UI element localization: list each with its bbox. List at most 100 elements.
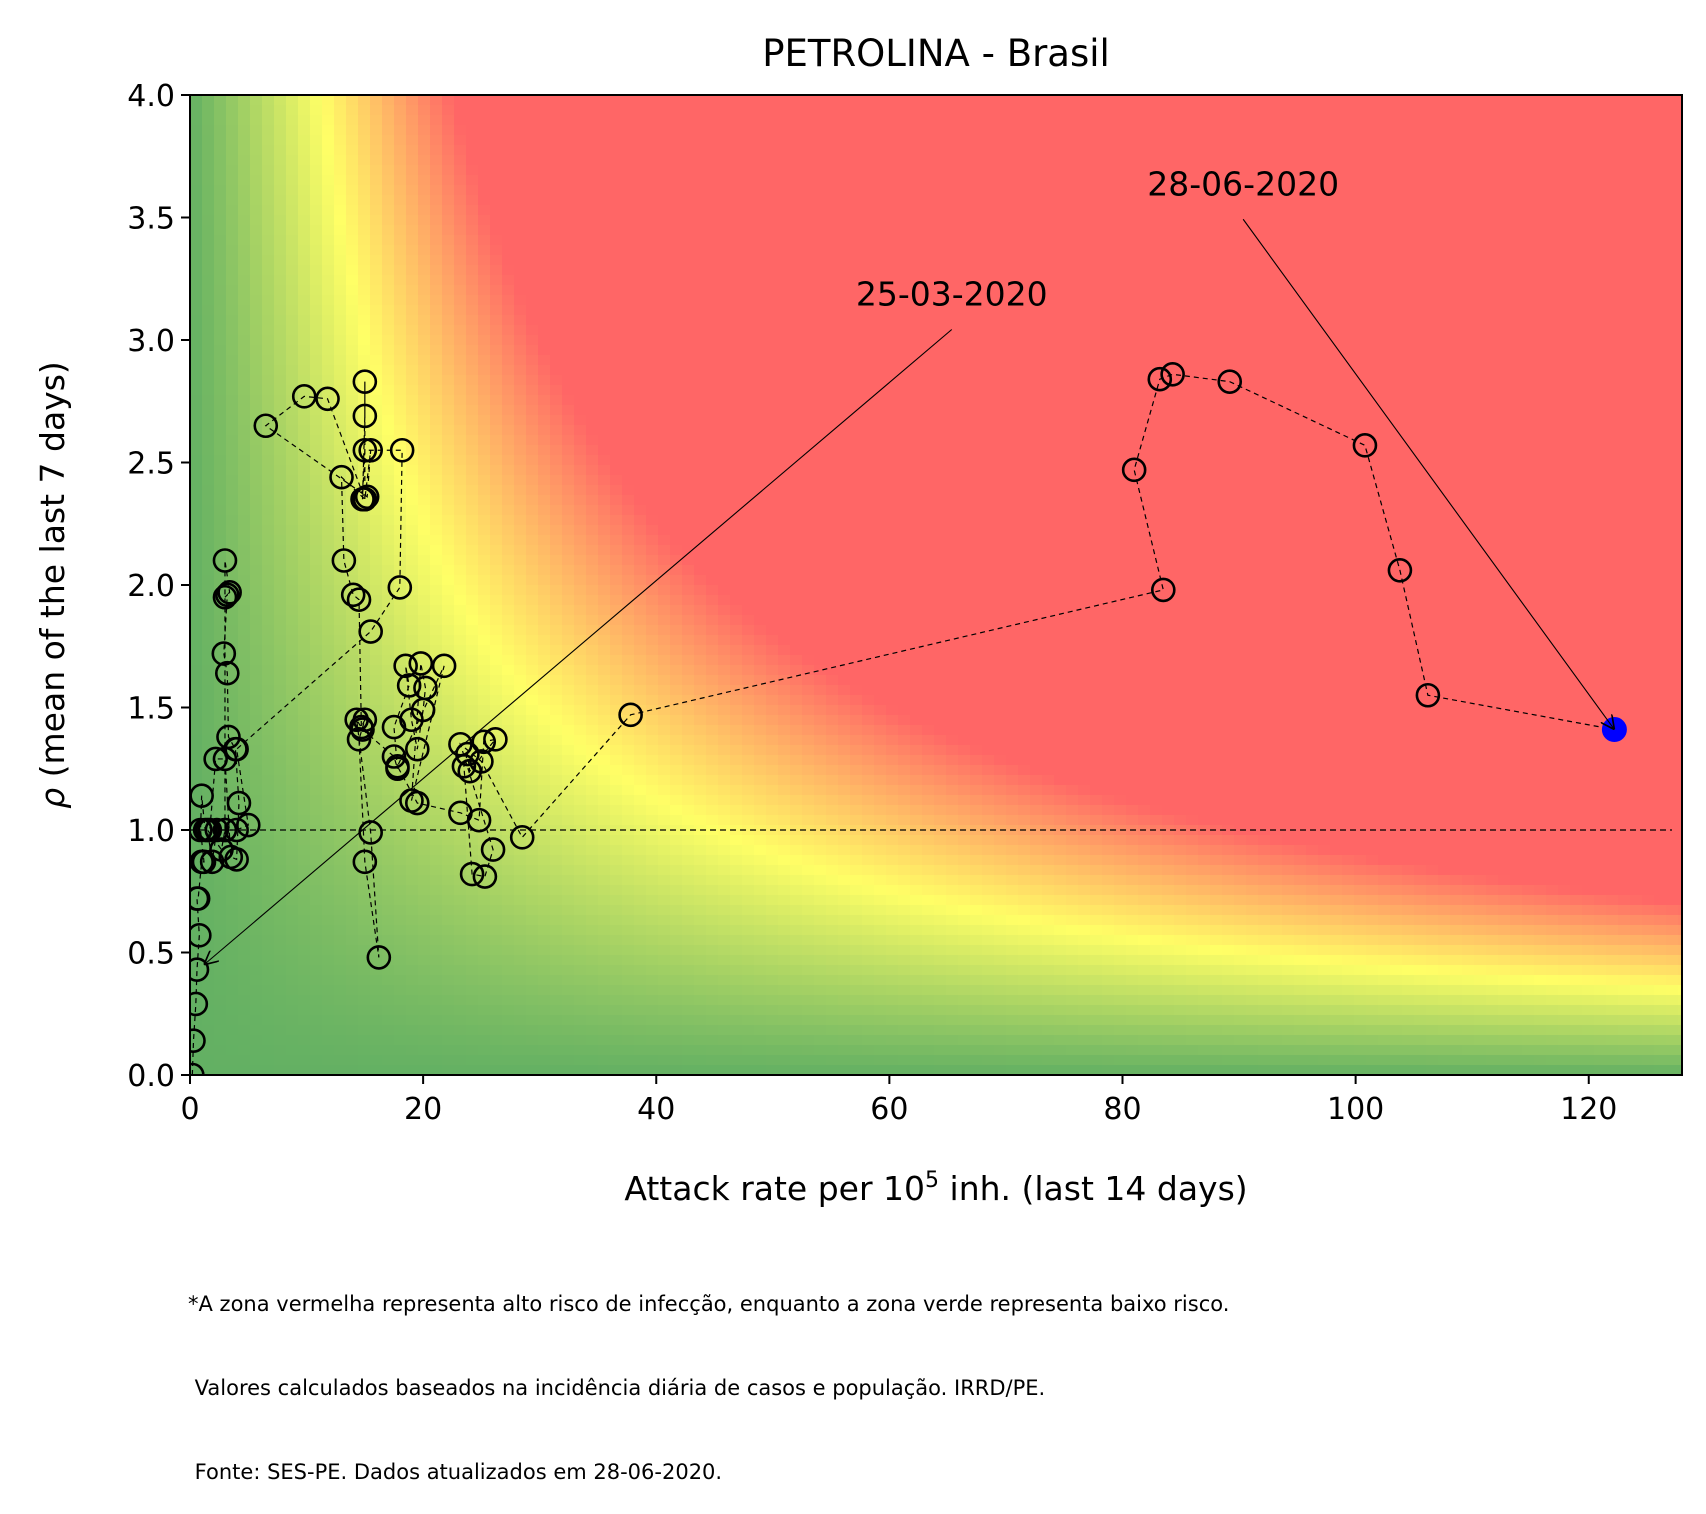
heatmap-cell bbox=[598, 175, 611, 186]
heatmap-cell bbox=[250, 525, 263, 536]
heatmap-cell bbox=[406, 1005, 419, 1016]
heatmap-cell bbox=[490, 1045, 503, 1056]
heatmap-cell bbox=[598, 905, 611, 916]
heatmap-cell bbox=[694, 575, 707, 586]
heatmap-cell bbox=[538, 715, 551, 726]
heatmap-cell bbox=[610, 545, 623, 556]
heatmap-cell bbox=[598, 695, 611, 706]
heatmap-cell bbox=[574, 865, 587, 876]
heatmap-cell bbox=[742, 665, 755, 676]
heatmap-cell bbox=[334, 945, 347, 956]
heatmap-cell bbox=[430, 155, 443, 166]
heatmap-cell bbox=[322, 845, 335, 856]
heatmap-cell bbox=[526, 575, 539, 586]
heatmap-cell bbox=[574, 295, 587, 306]
heatmap-cell bbox=[298, 895, 311, 906]
heatmap-cell bbox=[526, 95, 539, 106]
heatmap-cell bbox=[730, 975, 743, 986]
heatmap-cell bbox=[742, 685, 755, 696]
heatmap-cell bbox=[550, 565, 563, 576]
heatmap-cell bbox=[658, 1005, 671, 1016]
heatmap-cell bbox=[538, 415, 551, 426]
heatmap-cell bbox=[226, 975, 239, 986]
heatmap-cell bbox=[226, 1015, 239, 1026]
heatmap-cell bbox=[766, 265, 779, 276]
heatmap-cell bbox=[238, 685, 251, 696]
heatmap-cell bbox=[694, 665, 707, 676]
heatmap-cell bbox=[550, 1045, 563, 1056]
heatmap-cell bbox=[226, 495, 239, 506]
heatmap-cell bbox=[694, 745, 707, 756]
heatmap-cell bbox=[646, 535, 659, 546]
heatmap-cell bbox=[310, 945, 323, 956]
heatmap-cell bbox=[682, 805, 695, 816]
heatmap-cell bbox=[574, 875, 587, 886]
heatmap-cell bbox=[502, 125, 515, 136]
heatmap-cell bbox=[742, 395, 755, 406]
heatmap-cell bbox=[214, 845, 227, 856]
heatmap-cell bbox=[214, 445, 227, 456]
heatmap-cell bbox=[610, 775, 623, 786]
heatmap-cell bbox=[790, 565, 803, 576]
heatmap-cell bbox=[646, 375, 659, 386]
heatmap-cell bbox=[550, 1015, 563, 1026]
heatmap-cell bbox=[766, 395, 779, 406]
heatmap-cell bbox=[730, 835, 743, 846]
heatmap-cell bbox=[742, 235, 755, 246]
heatmap-cell bbox=[358, 625, 371, 636]
heatmap-cell bbox=[550, 325, 563, 336]
heatmap-cell bbox=[262, 1065, 275, 1075]
heatmap-cell bbox=[346, 205, 359, 216]
heatmap-cell bbox=[346, 605, 359, 616]
heatmap-cell bbox=[622, 285, 635, 296]
heatmap-cell bbox=[742, 605, 755, 616]
heatmap-cell bbox=[370, 135, 383, 146]
heatmap-cell bbox=[526, 405, 539, 416]
heatmap-cell bbox=[634, 575, 647, 586]
heatmap-cell bbox=[454, 635, 467, 646]
heatmap-cell bbox=[610, 565, 623, 576]
heatmap-cell bbox=[202, 665, 215, 676]
heatmap-cell bbox=[298, 315, 311, 326]
heatmap-cell bbox=[742, 305, 755, 316]
heatmap-cell bbox=[718, 295, 731, 306]
heatmap-cell bbox=[418, 215, 431, 226]
heatmap-cell bbox=[766, 465, 779, 476]
heatmap-cell bbox=[634, 95, 647, 106]
heatmap-cell bbox=[370, 885, 383, 896]
heatmap-cell bbox=[682, 985, 695, 996]
heatmap-cell bbox=[598, 1025, 611, 1036]
heatmap-cell bbox=[370, 985, 383, 996]
heatmap-cell bbox=[394, 125, 407, 136]
heatmap-cell bbox=[466, 875, 479, 886]
heatmap-cell bbox=[514, 675, 527, 686]
heatmap-cell bbox=[502, 195, 515, 206]
heatmap-cell bbox=[382, 195, 395, 206]
heatmap-cell bbox=[634, 495, 647, 506]
heatmap-cell bbox=[790, 315, 803, 326]
heatmap-cell bbox=[610, 175, 623, 186]
heatmap-cell bbox=[238, 745, 251, 756]
heatmap-cell bbox=[610, 1045, 623, 1056]
heatmap-cell bbox=[682, 215, 695, 226]
heatmap-cell bbox=[202, 465, 215, 476]
heatmap-cell bbox=[346, 615, 359, 626]
heatmap-cell bbox=[514, 685, 527, 696]
heatmap-cell bbox=[742, 785, 755, 796]
heatmap-cell bbox=[430, 1045, 443, 1056]
heatmap-cell bbox=[334, 725, 347, 736]
heatmap-cell bbox=[598, 435, 611, 446]
heatmap-cell bbox=[634, 875, 647, 886]
heatmap-cell bbox=[454, 655, 467, 666]
heatmap-cell bbox=[298, 375, 311, 386]
heatmap-cell bbox=[538, 645, 551, 656]
heatmap-cell bbox=[454, 495, 467, 506]
heatmap-cell bbox=[430, 745, 443, 756]
heatmap-cell bbox=[406, 815, 419, 826]
heatmap-cell bbox=[550, 145, 563, 156]
heatmap-cell bbox=[622, 865, 635, 876]
heatmap-cell bbox=[334, 115, 347, 126]
heatmap-cell bbox=[214, 145, 227, 156]
heatmap-cell bbox=[562, 635, 575, 646]
heatmap-cell bbox=[742, 855, 755, 866]
